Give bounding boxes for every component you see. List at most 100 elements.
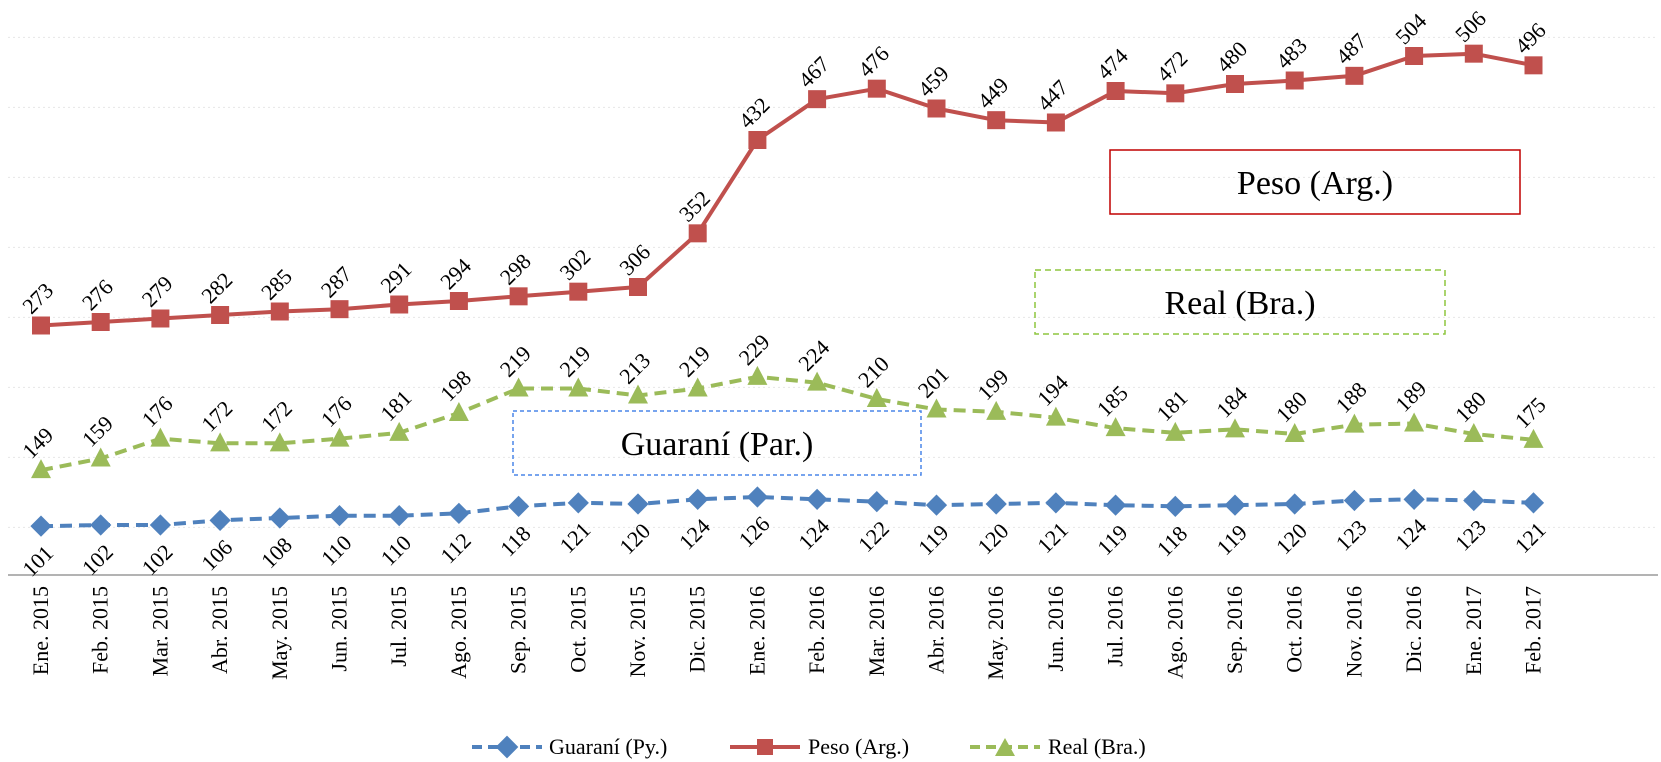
data-label-guarani: 119: [913, 520, 953, 560]
data-label-real: 188: [1331, 377, 1372, 418]
data-label-peso: 506: [1450, 6, 1491, 47]
x-tick-label: Nov. 2015: [625, 586, 650, 677]
data-point-real: [150, 427, 171, 447]
data-point-peso: [32, 316, 50, 335]
data-label-peso: 273: [17, 278, 58, 319]
data-point-real: [747, 365, 768, 385]
series-guarani: 101 102 102 106 108 110 110 112 118 121 120 124 126 1…: [17, 486, 1551, 581]
data-point-real: [1523, 428, 1544, 448]
data-label-real: 181: [375, 385, 416, 426]
data-point-real: [687, 377, 708, 397]
data-label-real: 176: [316, 391, 357, 432]
data-label-real: 189: [1390, 376, 1431, 417]
x-tick-label: Ago. 2016: [1162, 586, 1187, 679]
data-point-real: [1284, 423, 1305, 442]
x-tick-label: Nov. 2016: [1341, 586, 1366, 677]
annotation-peso-text: Peso (Arg.): [1237, 165, 1393, 202]
data-point-real: [568, 377, 589, 397]
data-point-peso: [748, 131, 767, 149]
data-label-guarani: 110: [376, 530, 416, 570]
x-tick-label: Abr. 2016: [924, 586, 949, 674]
data-point-real: [1225, 418, 1245, 438]
data-point-peso: [449, 292, 468, 310]
data-label-peso: 298: [495, 249, 536, 290]
data-label-guarani: 106: [196, 535, 237, 576]
x-tick-label: Ene. 2017: [1461, 586, 1486, 675]
annotation-guarani: Guaraní (Par.): [512, 410, 922, 476]
data-point-peso: [1046, 113, 1065, 132]
data-label-real: 172: [256, 396, 297, 437]
data-point-guarani: [627, 493, 649, 515]
data-point-guarani: [1522, 492, 1545, 514]
data-label-peso: 459: [913, 61, 954, 102]
data-label-guarani: 102: [137, 539, 178, 580]
data-label-guarani: 120: [1271, 518, 1312, 559]
data-label-guarani: 124: [793, 514, 834, 555]
data-point-guarani: [866, 491, 888, 513]
data-point-peso: [688, 224, 707, 243]
data-label-real: 219: [554, 341, 595, 382]
data-label-guarani: 120: [614, 518, 655, 559]
data-label-real: 199: [972, 364, 1013, 405]
data-point-guarani: [1284, 493, 1306, 515]
data-label-guarani: 102: [77, 539, 118, 580]
annotation-peso: Peso (Arg.): [1109, 149, 1521, 215]
data-point-guarani: [567, 492, 589, 514]
data-point-guarani: [925, 494, 948, 516]
x-tick-label: Feb. 2015: [88, 586, 113, 674]
data-label-real: 224: [793, 335, 834, 376]
data-point-guarani: [806, 488, 828, 510]
data-point-peso: [1106, 82, 1125, 100]
data-point-guarani: [388, 505, 410, 527]
annotation-real: Real (Bra.): [1034, 269, 1446, 335]
data-point-peso: [1345, 66, 1364, 85]
data-point-guarani: [30, 515, 52, 537]
data-point-real: [269, 432, 290, 452]
x-tick-label: Abr. 2015: [207, 586, 232, 674]
data-label-peso: 302: [554, 244, 595, 285]
data-point-peso: [987, 111, 1006, 130]
x-tick-label: Oct. 2016: [1282, 586, 1307, 673]
data-label-guarani: 119: [1211, 520, 1251, 560]
data-label-peso: 352: [674, 186, 715, 227]
data-label-peso: 504: [1390, 8, 1431, 49]
data-point-peso: [927, 99, 946, 118]
data-label-peso: 432: [734, 92, 775, 133]
annotations: Peso (Arg.) Real (Bra.) Guaraní (Par.): [512, 149, 1521, 476]
series-layer: 101 102 102 106 108 110 110 112 118 121 120 124 126 1…: [17, 6, 1551, 582]
data-point-real: [31, 459, 51, 479]
annotation-guarani-text: Guaraní (Par.): [621, 426, 814, 463]
data-label-real: 194: [1032, 370, 1073, 411]
data-label-real: 180: [1271, 386, 1312, 427]
data-point-guarani: [1343, 489, 1366, 512]
data-label-peso: 496: [1510, 18, 1551, 59]
data-label-real: 181: [1151, 385, 1192, 426]
series-line-guarani: [40, 495, 1534, 529]
data-point-guarani: [149, 514, 172, 536]
x-tick-label: Jun. 2016: [1043, 586, 1068, 672]
data-label-real: 175: [1510, 392, 1551, 433]
data-point-peso: [330, 300, 349, 319]
data-point-peso: [91, 313, 110, 331]
data-label-real: 172: [196, 396, 237, 437]
data-point-peso: [1524, 56, 1543, 75]
data-point-guarani: [1045, 492, 1067, 514]
data-point-real: [866, 388, 887, 407]
series-line-peso: [40, 51, 1534, 328]
data-point-real: [90, 447, 111, 467]
data-label-guarani: 108: [256, 532, 297, 573]
annotation-real-text: Real (Bra.): [1164, 285, 1315, 322]
data-point-peso: [1405, 47, 1424, 65]
data-label-peso: 279: [137, 271, 178, 312]
data-label-real: 201: [913, 362, 954, 403]
data-label-guarani: 121: [554, 517, 595, 558]
data-point-real: [389, 421, 410, 441]
data-point-peso: [569, 282, 588, 301]
x-tick-label: Jun. 2015: [327, 586, 352, 672]
data-label-guarani: 110: [316, 530, 356, 570]
data-point-guarani: [448, 502, 470, 524]
data-point-real: [807, 371, 828, 391]
data-point-peso: [629, 278, 647, 296]
x-tick-label: Sep. 2015: [506, 586, 531, 674]
